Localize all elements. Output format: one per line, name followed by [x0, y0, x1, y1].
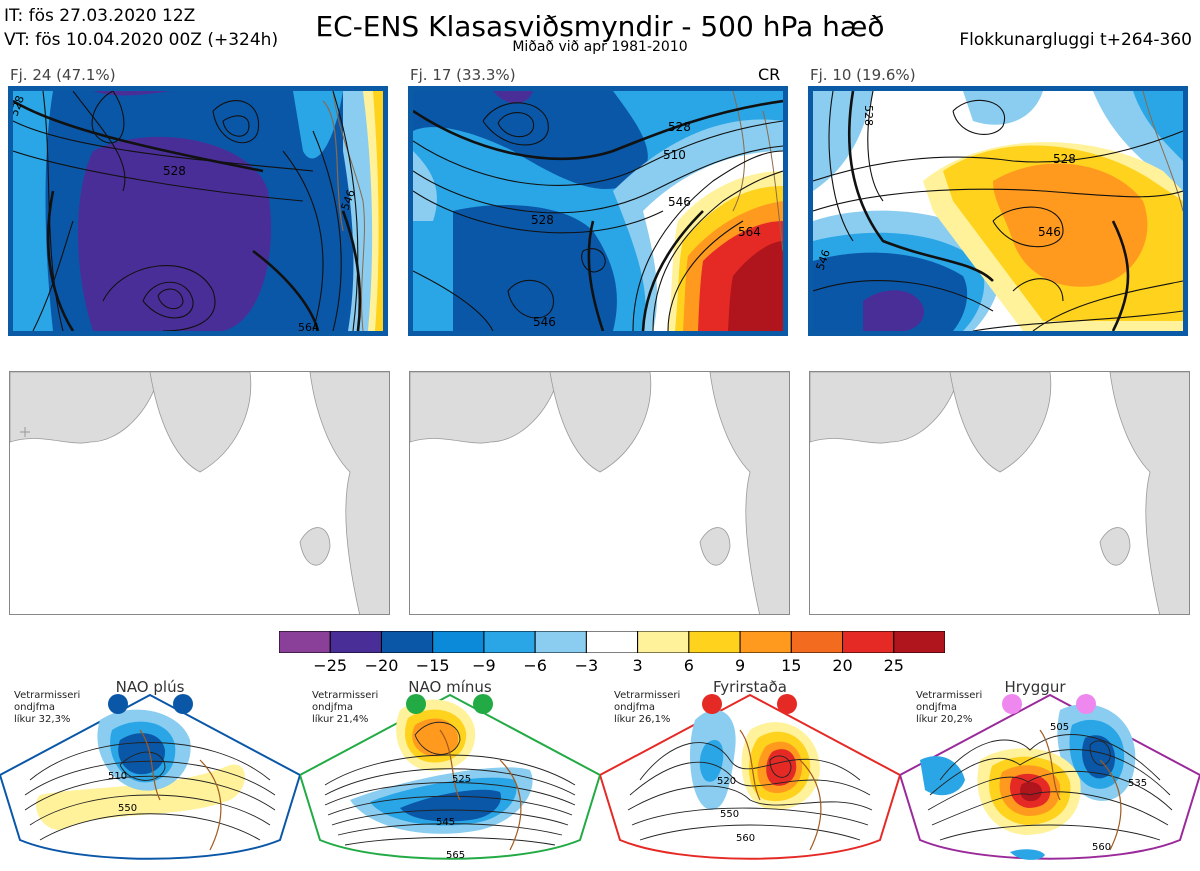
regime-2-info: Vetrarmisseri ondjfma líkur 21,4%	[312, 690, 379, 725]
colorbar-swatch	[329, 630, 382, 654]
panel-3-label: Fj. 10 (19.6%)	[810, 66, 916, 84]
contour-label: 565	[446, 850, 465, 861]
contour-label: 528	[531, 213, 554, 227]
regime-3-marker	[777, 694, 797, 714]
contour-label: 528	[1053, 152, 1076, 166]
contour-label: 564	[738, 225, 761, 239]
contour-label: 528	[668, 120, 691, 134]
anomaly-map-2: 510 528 546 564 528 546	[413, 91, 783, 331]
colorbar-tick-label: −6	[523, 656, 547, 675]
regime-4-marker	[1076, 694, 1096, 714]
page-title: EC-ENS Klasasviðsmyndir - 500 hPa hæð	[315, 10, 885, 43]
colorbar-tick-label: 9	[735, 656, 746, 675]
empty-map-1	[9, 371, 390, 615]
colorbar-tick-label: 3	[632, 656, 643, 675]
colorbar-tick-label: 15	[781, 656, 802, 675]
empty-map-2	[409, 371, 790, 615]
regime-2-marker	[473, 694, 493, 714]
regime-4-map: 505 535 560	[900, 693, 1200, 860]
regime-3-map: 520 550 560	[600, 693, 900, 860]
regime-1-name: NAO plús	[115, 678, 185, 696]
contour-label: 510	[108, 771, 127, 782]
contour-label: 564	[298, 321, 319, 331]
contour-label: 505	[1050, 722, 1069, 733]
initial-time: IT: fös 27.03.2020 12Z	[4, 6, 196, 26]
anomaly-map-3: 528 546 546 528	[813, 91, 1183, 331]
colorbar-swatch	[790, 630, 844, 654]
colorbar-tick-label: −15	[415, 656, 450, 675]
contour-label: 510	[663, 148, 686, 162]
regime-3-info: Vetrarmisseri ondjfma líkur 26,1%	[614, 690, 681, 725]
contour-label: 520	[717, 776, 736, 787]
page-subtitle: Miðað við apr 1981-2010	[512, 39, 688, 55]
colorbar-tick-label: 20	[832, 656, 853, 675]
colorbar	[278, 630, 946, 657]
regime-1-marker	[108, 694, 128, 714]
classification-window: Flokkunargluggi t+264-360	[959, 30, 1192, 50]
regime-4-info: Vetrarmisseri ondjfma líkur 20,2%	[916, 690, 983, 725]
cluster-map-1: 528 546 564 528	[8, 86, 388, 336]
regime-3-marker	[702, 694, 722, 714]
cluster-map-2: 510 528 546 564 528 546	[408, 86, 788, 336]
colorbar-tick-label: −25	[313, 656, 348, 675]
colorbar-swatch	[893, 630, 946, 654]
empty-map-3	[809, 371, 1190, 615]
regime-2-map: 525 545 565	[300, 693, 600, 861]
colorbar-swatch	[637, 630, 690, 654]
panel-2-marker: CR	[758, 65, 781, 84]
valid-time: VT: fös 10.04.2020 00Z (+324h)	[4, 30, 279, 50]
colorbar-tick-label: −3	[574, 656, 599, 675]
colorbar-tick-label: 25	[883, 656, 904, 675]
contour-label: 546	[1038, 225, 1061, 239]
contour-label: 550	[118, 803, 137, 814]
regime-4-name: Hryggur	[1004, 678, 1066, 696]
contour-label: 528	[862, 105, 875, 126]
colorbar-swatch	[278, 630, 331, 654]
contour-label: 535	[1128, 778, 1147, 789]
regime-1-info: Vetrarmisseri ondjfma líkur 32,3%	[14, 690, 81, 725]
contour-label: 525	[452, 774, 471, 785]
contour-label: 550	[720, 809, 739, 820]
colorbar-swatch	[380, 630, 434, 654]
colorbar-tick-label: 6	[683, 656, 694, 675]
colorbar-tick-label: −9	[472, 656, 496, 675]
contour-label: 560	[736, 833, 755, 844]
contour-label: 545	[436, 817, 455, 828]
colorbar-swatches	[278, 630, 946, 654]
colorbar-swatch	[483, 630, 536, 654]
cluster-map-3: 528 546 546 528	[808, 86, 1188, 336]
colorbar-swatch	[688, 630, 741, 654]
contour-label: 528	[163, 164, 186, 178]
anomaly-map-1: 528 546 564 528	[13, 91, 383, 331]
colorbar-swatch	[432, 630, 485, 654]
panel-2-label: Fj. 17 (33.3%)	[410, 66, 516, 84]
colorbar-tick-label: −20	[364, 656, 399, 675]
contour-label: 560	[1092, 842, 1111, 853]
panel-1-label: Fj. 24 (47.1%)	[10, 66, 116, 84]
regime-4-marker	[1002, 694, 1022, 714]
header-info: IT: fös 27.03.2020 12Z VT: fös 10.04.202…	[4, 4, 278, 52]
colorbar-swatch	[585, 630, 639, 654]
contour-label: 546	[668, 195, 691, 209]
colorbar-swatch	[534, 630, 587, 654]
colorbar-swatch	[739, 630, 792, 654]
regime-2-marker	[406, 694, 426, 714]
regime-1-marker	[173, 694, 193, 714]
regime-1-map: 510 550	[0, 693, 300, 860]
colorbar-swatch	[842, 630, 895, 654]
regime-3-name: Fyrirstaða	[713, 678, 787, 696]
contour-label: 546	[533, 315, 556, 329]
regime-2-name: NAO mínus	[408, 678, 492, 696]
